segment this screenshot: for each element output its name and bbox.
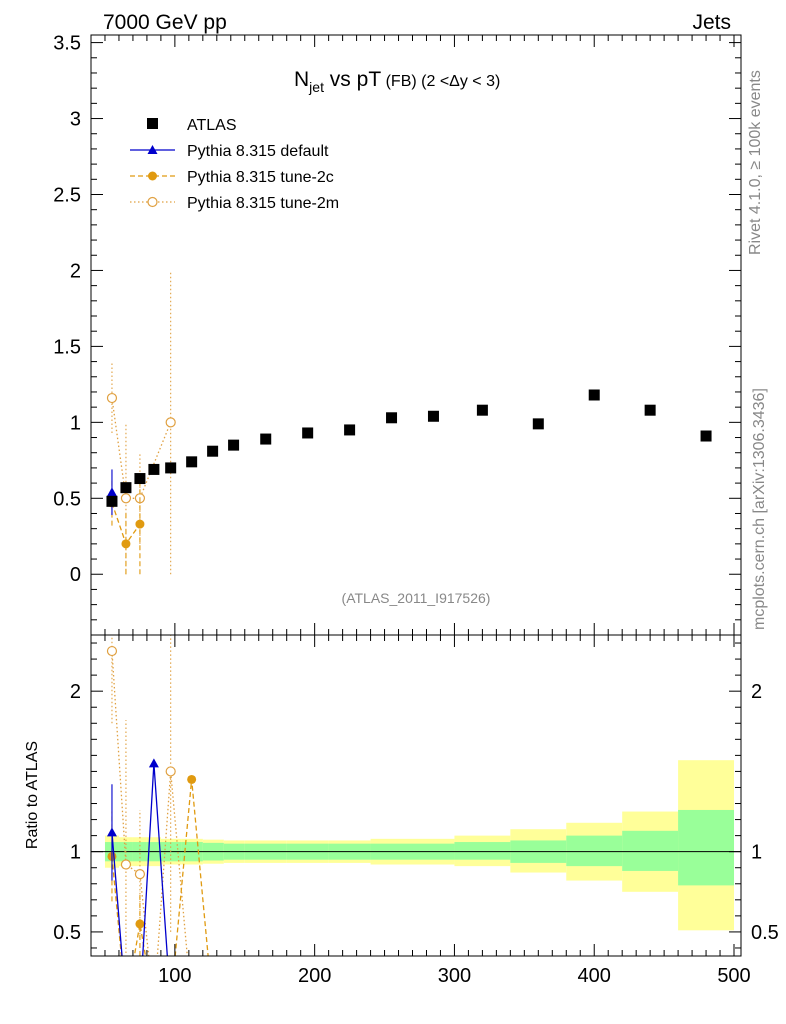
point-atlas [207, 445, 219, 457]
ratio-ytick-label: 0.5 [53, 922, 81, 944]
point-tune-2c [135, 519, 145, 529]
ratio-ylabel: Ratio to ATLAS [24, 741, 41, 849]
point-tune-2m [165, 417, 176, 428]
legend-label-tune-2m: Pythia 8.315 tune-2m [187, 195, 339, 212]
main-ytick-label: 0 [70, 564, 81, 586]
mcplots-label: mcplots.cern.ch [arXiv:1306.3436] [751, 388, 768, 630]
point-atlas [148, 463, 160, 475]
band-inner [454, 842, 511, 860]
main-panel: 0 0.5 1 1.5 2 2.5 3 3.5 Njet vs pT (FB) (2 <Δy … [53, 33, 742, 636]
legend-marker-atlas [147, 118, 158, 129]
legend-marker-tune-2m [147, 196, 158, 208]
rivet-label: Rivet 4.1.0, ≥ 100k events [747, 70, 764, 255]
legend-label-default: Pythia 8.315 default [187, 143, 329, 160]
point-tune-2m [165, 766, 176, 777]
point-tune-2m [120, 859, 132, 870]
point-tune-2m [106, 392, 118, 404]
legend-marker-default [147, 145, 158, 154]
point-atlas [476, 404, 488, 416]
point-default [106, 827, 117, 837]
point-atlas [588, 389, 600, 401]
point-atlas [644, 404, 656, 416]
legend-marker-tune-2c [148, 171, 157, 181]
point-tune-2c [135, 919, 145, 929]
analysis-watermark: (ATLAS_2011_I917526) [342, 590, 491, 606]
ratio-ytick-label: 2 [70, 681, 81, 703]
point-atlas [386, 412, 398, 424]
point-atlas [260, 433, 272, 445]
header-left: 7000 GeV pp [103, 11, 227, 34]
point-default [106, 487, 117, 497]
point-atlas [228, 439, 240, 451]
point-atlas [134, 473, 146, 485]
ratio-xtick-label: 200 [298, 965, 331, 987]
point-tune-2m [134, 869, 146, 880]
point-atlas [427, 410, 439, 422]
legend: ATLAS Pythia 8.315 default Pythia 8.315 … [130, 117, 339, 212]
band-inner [622, 830, 679, 871]
series-line-default [111, 763, 168, 956]
point-atlas [120, 482, 132, 494]
main-ytick-label: 3 [70, 109, 81, 131]
point-atlas [344, 424, 356, 436]
point-tune-2m [120, 493, 132, 504]
ratio-frame [90, 634, 742, 957]
point-atlas [186, 456, 198, 468]
point-tune-2c [121, 539, 131, 549]
main-ytick-label: 1 [70, 412, 81, 434]
point-atlas [302, 427, 314, 439]
point-atlas [532, 418, 544, 430]
series-line-tune-2m [111, 651, 188, 956]
ratio-xtick-label: 300 [438, 965, 471, 987]
point-default [148, 758, 159, 768]
point-atlas [700, 430, 712, 442]
ratio-ytick-label-right: 1 [751, 842, 762, 864]
band-inner [566, 835, 623, 867]
point-atlas [165, 462, 177, 474]
point-tune-2c [187, 774, 197, 784]
main-ytick-label: 2.5 [53, 184, 81, 206]
legend-label-atlas: ATLAS [187, 117, 237, 134]
ratio-xtick-label: 500 [717, 965, 750, 987]
ratio-panel: 0.5 0.5 1 1 2 2 100 200 300 400 500 Ratio to ATLAS [24, 634, 779, 987]
main-ytick-label: 1.5 [53, 336, 81, 358]
ratio-ytick-label: 1 [70, 842, 81, 864]
point-atlas [106, 495, 118, 507]
main-ytick-label: 2 [70, 260, 81, 282]
ratio-xtick-label: 400 [578, 965, 611, 987]
main-ytick-label: 3.5 [53, 33, 81, 55]
band-inner [678, 809, 735, 886]
ratio-ytick-label-right: 2 [751, 681, 762, 703]
ratio-xtick-label: 100 [158, 965, 191, 987]
legend-label-tune-2c: Pythia 8.315 tune-2c [187, 169, 334, 186]
main-ytick-label: 0.5 [53, 488, 81, 510]
chart-title: Njet vs pT (FB) (2 <Δy < 3) [294, 68, 500, 95]
series-line-tune-2m [111, 397, 172, 499]
ratio-ytick-label-right: 0.5 [751, 922, 779, 944]
point-tune-2m [106, 645, 118, 657]
header-right: Jets [692, 11, 731, 34]
